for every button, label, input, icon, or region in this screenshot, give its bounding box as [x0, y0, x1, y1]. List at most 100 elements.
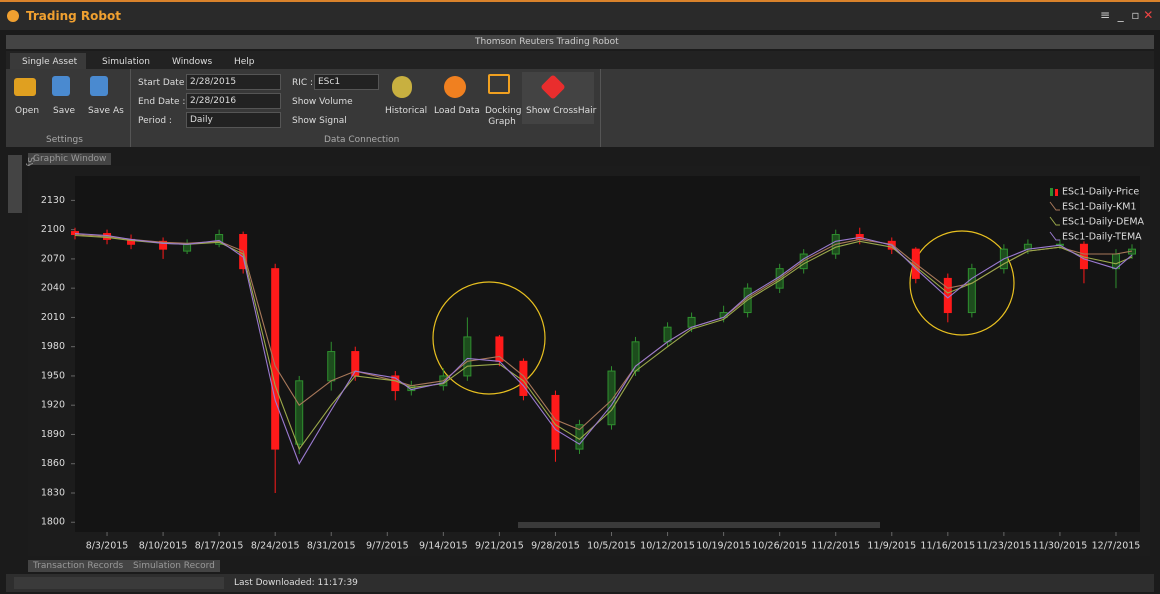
x-tick-label: 11/30/2015 [1033, 541, 1088, 552]
period-select[interactable]: Daily [186, 112, 281, 128]
x-tick-label: 8/17/2015 [195, 541, 244, 552]
app-title: Trading Robot [26, 9, 121, 23]
x-tick-label: 9/14/2015 [419, 541, 468, 552]
highlight-circle [909, 230, 1015, 336]
bottom-tab[interactable]: Transaction Records [28, 560, 129, 572]
app-icon [7, 10, 19, 22]
scrollbar[interactable] [518, 522, 880, 528]
data-connection-group-label: Data Connection [324, 135, 400, 145]
x-tick-label: 12/7/2015 [1092, 541, 1141, 552]
x-tick-label: 11/23/2015 [976, 541, 1031, 552]
candle-body [551, 394, 560, 450]
save-button[interactable]: Save [53, 106, 76, 116]
x-tick-label: 9/28/2015 [531, 541, 580, 552]
menu-bar [6, 51, 1154, 69]
legend-icon [1049, 216, 1060, 226]
legend-icon [1055, 189, 1058, 196]
legend-label: ESc1-Daily-DEMA [1062, 217, 1145, 228]
candle-body [327, 351, 336, 382]
status-bar [6, 574, 1154, 592]
candle-body [271, 268, 280, 450]
save-icon[interactable] [52, 76, 70, 96]
legend-label: ESc1-Daily-KM1 [1062, 202, 1137, 213]
start-date-label: Start Date : [138, 78, 191, 88]
y-tick-label: 2010 [41, 312, 65, 323]
y-tick-label: 2040 [41, 283, 65, 294]
legend-icon [1049, 231, 1060, 241]
menu-tab-active[interactable] [10, 53, 86, 69]
save-as-button[interactable]: Save As [88, 106, 124, 116]
historical-icon[interactable] [392, 76, 412, 98]
menu-tab[interactable]: Simulation [102, 57, 150, 67]
x-tick-label: 10/26/2015 [752, 541, 807, 552]
y-tick-label: 1980 [41, 341, 65, 352]
end-date-label: End Date : [138, 97, 186, 107]
start-date-input[interactable]: 2/28/2015 [186, 74, 281, 90]
x-tick-label: 10/5/2015 [587, 541, 636, 552]
legend-label: ESc1-Daily-TEMA [1062, 232, 1142, 243]
title-bar [0, 0, 1160, 30]
ma-line [74, 234, 1133, 451]
y-tick-label: 1800 [41, 517, 65, 528]
settings-group-label: Settings [46, 135, 83, 145]
load-data-button[interactable]: Load Data [434, 106, 480, 116]
y-tick-label: 1890 [41, 429, 65, 440]
x-tick-label: 10/19/2015 [696, 541, 751, 552]
candle-body [391, 375, 400, 392]
menu-tab[interactable]: Help [234, 57, 255, 67]
bottom-tab[interactable]: Simulation Record [128, 560, 220, 572]
window-title: Thomson Reuters Trading Robot [475, 37, 619, 47]
candle-body [687, 316, 696, 328]
x-tick-label: 9/21/2015 [475, 541, 524, 552]
candle-body [159, 240, 168, 250]
open-icon[interactable] [14, 78, 36, 96]
ric-input[interactable]: ESc1 [314, 74, 379, 90]
menu-tab[interactable]: Single Asset [22, 57, 78, 67]
x-tick-label: 11/9/2015 [867, 541, 916, 552]
status-text: Last Downloaded: 11:17:39 [234, 578, 358, 588]
chart: 1800 1830 1860 1890 1920 1950 1980 2010 2040 2070… [28, 166, 1150, 556]
y-tick-label: 2100 [41, 224, 65, 235]
crosshair-highlight [522, 72, 594, 124]
x-tick-label: 10/12/2015 [640, 541, 695, 552]
load-data-icon[interactable] [444, 76, 466, 98]
x-tick-label: 8/24/2015 [251, 541, 300, 552]
ric-label: RIC : [292, 78, 314, 88]
legend-icon [1050, 188, 1053, 196]
save-as-icon[interactable] [90, 76, 108, 96]
graphic-window-tab[interactable]: Graphic Window [28, 153, 112, 165]
historical-button[interactable]: Historical [385, 106, 428, 116]
y-tick-label: 2130 [41, 195, 65, 206]
symbol-list-tab[interactable] [8, 155, 22, 213]
show-signal[interactable]: Show Signal [292, 116, 347, 126]
y-tick-label: 1920 [41, 400, 65, 411]
docking-graph-button[interactable]: Docking Graph [485, 106, 522, 127]
candle-body [607, 370, 616, 426]
candle-body [463, 336, 472, 377]
x-tick-label: 11/16/2015 [920, 541, 975, 552]
legend-label: ESc1-Daily-Price [1062, 187, 1139, 198]
y-tick-label: 1830 [41, 487, 65, 498]
y-tick-label: 1860 [41, 458, 65, 469]
end-date-input[interactable]: 2/28/2016 [186, 93, 281, 109]
show-volume[interactable]: Show Volume [292, 97, 353, 107]
candle-body [967, 268, 976, 314]
ma-line [74, 232, 1133, 465]
ribbon-group [130, 69, 601, 147]
period-label: Period : [138, 116, 172, 126]
highlight-circle [432, 281, 546, 395]
x-tick-label: 11/2/2015 [811, 541, 860, 552]
candle-body [495, 336, 504, 362]
ribbon-group [6, 69, 131, 147]
menu-tab[interactable]: Windows [172, 57, 213, 67]
show-crosshair-button[interactable]: Show CrossHair [526, 106, 597, 116]
status-field [14, 577, 224, 589]
x-tick-label: 8/31/2015 [307, 541, 356, 552]
docking-icon[interactable] [488, 74, 510, 94]
y-tick-label: 1950 [41, 370, 65, 381]
y-tick-label: 2070 [41, 253, 65, 264]
open-button[interactable]: Open [15, 106, 40, 116]
window-controls[interactable]: ≡ _ ▫ ✕ [1100, 8, 1154, 22]
plot-area [75, 176, 1140, 532]
